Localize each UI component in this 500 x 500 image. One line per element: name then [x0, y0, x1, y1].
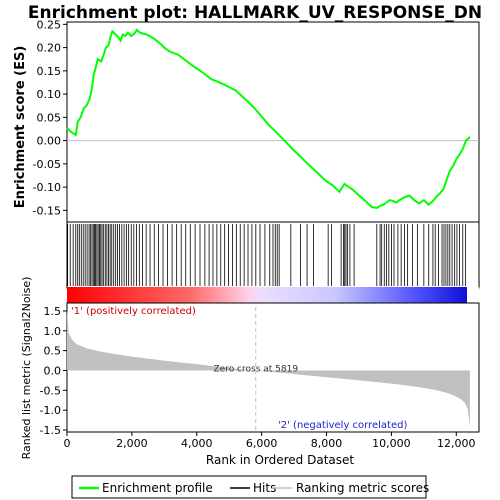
es-y-tick-label: -0.05	[33, 158, 61, 171]
rank-x-tick-label: 10,000	[372, 437, 411, 450]
zero-cross-label: Zero cross at 5819	[213, 364, 298, 374]
es-y-axis: -0.15 -0.10 -0.05 0.00 0.05 0.10 0.15 0.20 0.25	[33, 18, 67, 217]
rank-panel: Zero cross at 5819 '1' (positively corre…	[20, 277, 480, 467]
rank-x-tick-label: 8,000	[311, 437, 343, 450]
rank-x-tick-label: 6,000	[246, 437, 278, 450]
es-y-tick-label: 0.05	[37, 111, 62, 124]
rank-y-tick-label: -0.5	[40, 384, 61, 397]
rank-x-axis: 0 2,000 4,000 6,000 8,000 10,000 12,000	[64, 432, 476, 450]
chart-title: Enrichment plot: HALLMARK_UV_RESPONSE_DN	[28, 3, 482, 23]
es-y-tick-label: 0.25	[37, 18, 62, 31]
es-y-tick-label: 0.00	[37, 135, 62, 148]
legend-metric-label: Ranking metric scores	[296, 481, 429, 495]
rank-x-tick-label: 0	[64, 437, 71, 450]
legend-frame	[71, 475, 427, 499]
rank-y-tick-label: -1.0	[40, 404, 61, 417]
ranking-metric-area	[67, 309, 470, 427]
hits-panel	[66, 221, 480, 303]
rank-x-tick-label: 4,000	[181, 437, 213, 450]
positive-label: '1' (positively correlated)	[71, 306, 196, 317]
rank-y-tick-label: 1.0	[44, 325, 62, 338]
negative-label: '2' (negatively correlated)	[278, 420, 407, 431]
es-y-tick-label: -0.10	[33, 181, 61, 194]
es-y-tick-label: -0.15	[33, 204, 61, 217]
es-y-tick-label: 0.10	[37, 88, 62, 101]
rank-y-tick-label: 1.5	[44, 305, 62, 318]
es-panel: -0.15-0.10-0.050.000.050.100.150.200.25 …	[13, 18, 480, 223]
rank-y-axis: -1.5 -1.0 -0.5 0.0 0.5 1.0 1.5	[40, 305, 67, 437]
rank-color-bar	[67, 287, 479, 303]
legend-profile-label: Enrichment profile	[102, 481, 213, 495]
rank-x-label: Rank in Ordered Dataset	[206, 453, 354, 467]
es-y-tick-label: 0.20	[37, 42, 62, 55]
rank-y-tick-label: -1.5	[40, 424, 61, 437]
es-panel-frame	[66, 21, 480, 223]
rank-x-tick-label: 2,000	[116, 437, 148, 450]
es-y-tick-label: 0.15	[37, 65, 62, 78]
es-y-label: Enrichment score (ES)	[13, 46, 28, 209]
hit-markers	[67, 224, 466, 286]
rank-y-tick-label: 0.5	[44, 345, 62, 358]
legend-hits-label: Hits	[253, 481, 276, 495]
rank-y-tick-label: 0.0	[44, 364, 62, 377]
legend: Enrichment profile Hits Ranking metric s…	[71, 475, 429, 499]
enrichment-profile-line	[66, 28, 471, 210]
rank-x-tick-label: 12,000	[437, 437, 476, 450]
rank-y-label: Ranked list metric (Signal2Noise)	[20, 277, 33, 460]
